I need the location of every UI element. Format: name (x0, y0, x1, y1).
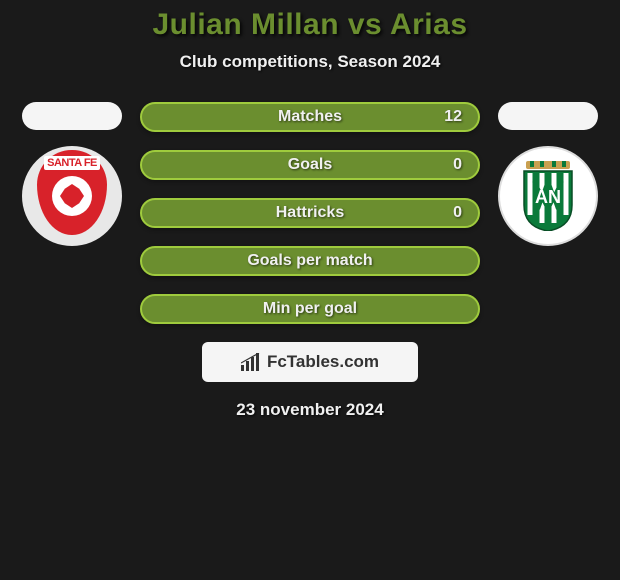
watermark: FcTables.com (202, 342, 418, 382)
page-title: Julian Millan vs Arias (153, 8, 468, 42)
infographic-container: Julian Millan vs Arias Club competitions… (0, 0, 620, 420)
footer: FcTables.com 23 november 2024 (202, 342, 418, 420)
nacional-shield-svg: AN (520, 161, 576, 231)
date: 23 november 2024 (236, 400, 383, 420)
stat-value-right: 12 (444, 108, 462, 126)
santafe-inner-circle (52, 176, 92, 216)
left-player-pill (22, 102, 122, 130)
nacional-shield: AN (520, 161, 576, 231)
stat-row-gpm: Goals per match (140, 246, 480, 276)
santafe-shield: SANTA FE (37, 150, 107, 235)
stat-label: Matches (278, 108, 342, 126)
stats-column: Matches 12 Goals 0 Hattricks 0 Goals per… (140, 102, 480, 324)
stat-row-mpg: Min per goal (140, 294, 480, 324)
left-side: SANTA FE (22, 102, 122, 246)
stat-label: Min per goal (263, 300, 357, 318)
stat-value-right: 0 (453, 204, 462, 222)
stat-row-matches: Matches 12 (140, 102, 480, 132)
right-side: AN (498, 102, 598, 246)
subtitle: Club competitions, Season 2024 (180, 52, 441, 72)
svg-text:AN: AN (535, 187, 561, 207)
stat-value-right: 0 (453, 156, 462, 174)
santafe-banner: SANTA FE (44, 156, 100, 170)
main-area: SANTA FE Matches 12 Goals 0 Hattricks 0 (0, 102, 620, 324)
stat-label: Goals per match (247, 252, 372, 270)
stat-label: Goals (288, 156, 332, 174)
stat-label: Hattricks (276, 204, 344, 222)
right-player-pill (498, 102, 598, 130)
stat-row-hattricks: Hattricks 0 (140, 198, 480, 228)
stat-row-goals: Goals 0 (140, 150, 480, 180)
lion-icon (60, 184, 84, 208)
watermark-text: FcTables.com (267, 352, 379, 372)
left-team-crest: SANTA FE (22, 146, 122, 246)
bar-chart-icon (241, 353, 263, 371)
right-team-crest: AN (498, 146, 598, 246)
